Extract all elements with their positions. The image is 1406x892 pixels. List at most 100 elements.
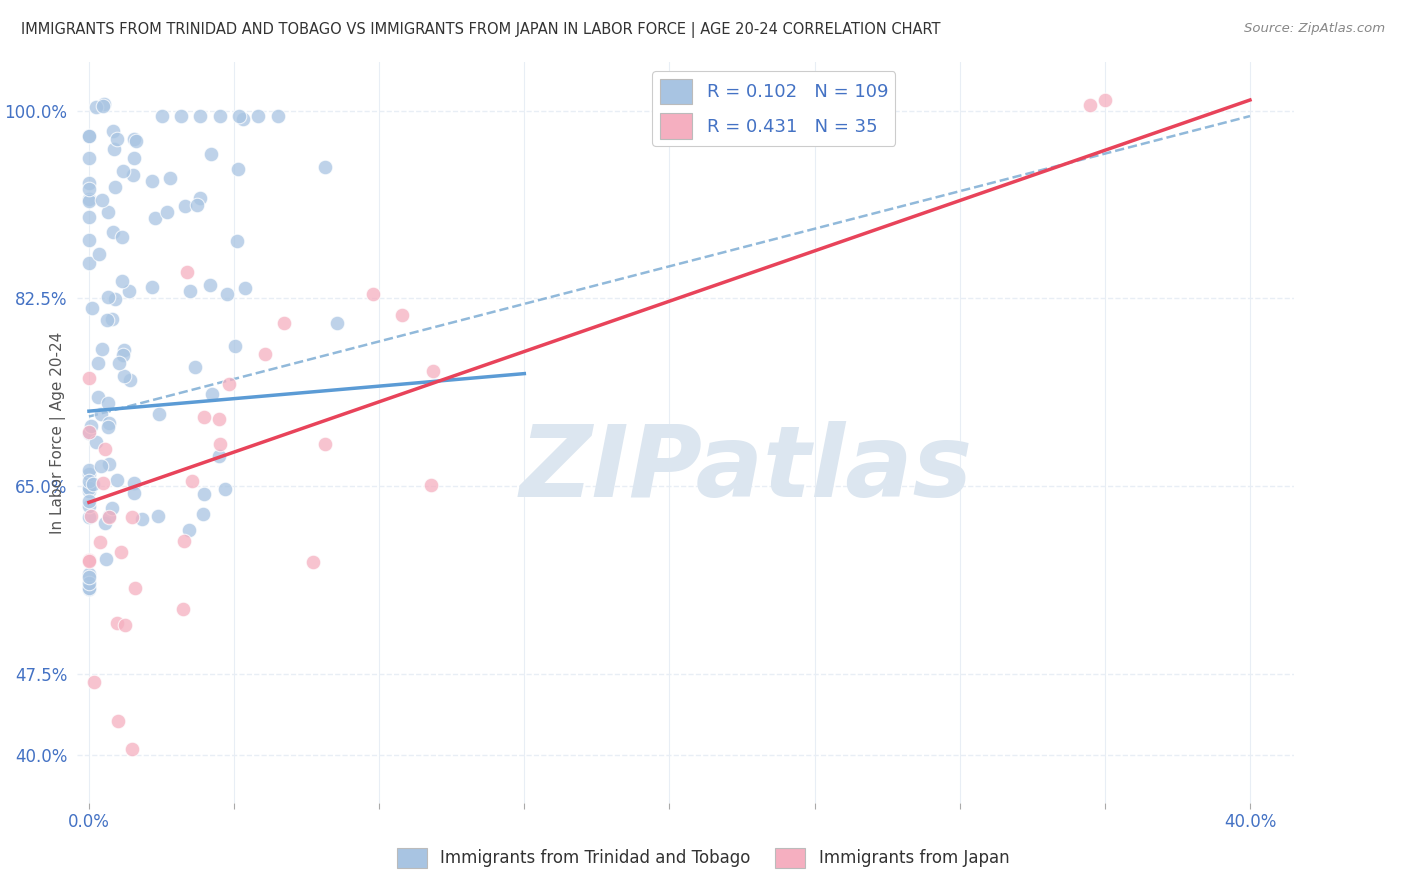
Point — [105, 473, 128, 487]
Point — [105, 132, 128, 146]
Point — [148, 407, 170, 421]
Point — [77, 479, 100, 493]
Point — [181, 475, 204, 489]
Point — [101, 311, 124, 326]
Point — [77, 570, 100, 584]
Point — [77, 582, 100, 596]
Point — [77, 129, 100, 144]
Point — [77, 210, 100, 224]
Point — [215, 286, 238, 301]
Point — [93, 97, 115, 112]
Point — [150, 109, 173, 123]
Point — [124, 581, 146, 595]
Point — [77, 182, 100, 196]
Point — [77, 553, 100, 567]
Point — [77, 128, 100, 143]
Point — [214, 483, 236, 497]
Point — [87, 356, 110, 370]
Point — [97, 420, 120, 434]
Point — [193, 508, 215, 522]
Point — [122, 475, 145, 490]
Point — [84, 100, 107, 114]
Point — [172, 602, 194, 616]
Point — [208, 450, 231, 464]
Point — [176, 265, 198, 279]
Point — [90, 407, 112, 421]
Point — [97, 416, 120, 430]
Point — [101, 124, 124, 138]
Point — [94, 442, 117, 456]
Point — [254, 346, 277, 360]
Point — [77, 510, 100, 524]
Point — [179, 523, 201, 537]
Point — [232, 112, 254, 127]
Point — [170, 109, 193, 123]
Point — [77, 494, 100, 508]
Point — [361, 287, 384, 301]
Point — [111, 230, 134, 244]
Point — [112, 343, 135, 358]
Point — [131, 512, 153, 526]
Point — [118, 284, 141, 298]
Point — [91, 342, 114, 356]
Point — [104, 292, 127, 306]
Point — [159, 170, 181, 185]
Point — [419, 478, 441, 492]
Point — [201, 387, 224, 401]
Point — [146, 508, 169, 523]
Point — [103, 225, 125, 239]
Point — [97, 510, 120, 524]
Point — [77, 151, 100, 165]
Text: ZIPatlas: ZIPatlas — [520, 421, 973, 518]
Point — [273, 316, 295, 330]
Point — [83, 675, 105, 690]
Point — [77, 371, 100, 385]
Point — [110, 545, 132, 559]
Point — [77, 575, 100, 590]
Point — [200, 146, 222, 161]
Point — [1094, 93, 1116, 107]
Point — [179, 284, 201, 298]
Point — [233, 280, 256, 294]
Point — [97, 396, 120, 410]
Point — [77, 463, 100, 477]
Point — [87, 246, 110, 260]
Point — [422, 364, 444, 378]
Point — [173, 534, 195, 549]
Point — [82, 477, 104, 491]
Point — [97, 290, 120, 304]
Point — [200, 278, 222, 293]
Point — [77, 234, 100, 248]
Point — [188, 109, 211, 123]
Point — [91, 475, 114, 490]
Point — [114, 617, 136, 632]
Point — [326, 316, 349, 330]
Point — [391, 308, 413, 322]
Point — [112, 369, 135, 384]
Point — [247, 109, 270, 123]
Point — [80, 419, 103, 434]
Point — [87, 390, 110, 404]
Point — [124, 486, 146, 500]
Point — [98, 457, 121, 471]
Point — [97, 205, 120, 219]
Point — [77, 500, 100, 514]
Point — [218, 377, 240, 392]
Point — [208, 109, 231, 123]
Point — [186, 197, 208, 211]
Point — [80, 509, 103, 524]
Point — [301, 555, 323, 569]
Point — [84, 434, 107, 449]
Point — [77, 482, 100, 496]
Point — [91, 193, 114, 207]
Point — [174, 199, 197, 213]
Point — [90, 458, 112, 473]
Legend: R = 0.102   N = 109, R = 0.431   N = 35: R = 0.102 N = 109, R = 0.431 N = 35 — [652, 71, 896, 146]
Point — [77, 256, 100, 270]
Point — [111, 164, 134, 178]
Point — [124, 134, 146, 148]
Point — [193, 487, 215, 501]
Point — [107, 714, 129, 729]
Point — [77, 194, 100, 208]
Point — [208, 412, 231, 426]
